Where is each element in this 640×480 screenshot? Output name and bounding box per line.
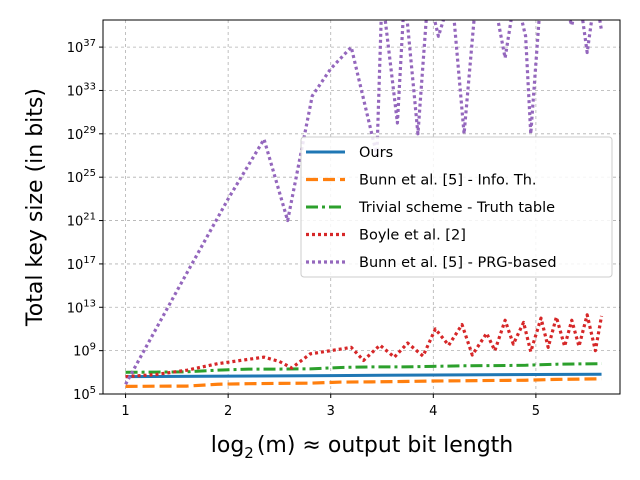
legend-box [300, 136, 613, 278]
x-tick-label: 1 [121, 404, 129, 419]
series-line-boyle-et-al-2 [125, 313, 604, 379]
legend-label: Bunn et al. [5] - Info. Th. [359, 173, 537, 189]
legend-label: Trivial scheme - Truth table [358, 200, 555, 216]
x-tick-label: 2 [224, 404, 232, 419]
x-tick-label: 5 [532, 404, 540, 419]
x-tick-label: 4 [429, 404, 437, 419]
y-tick-label: 1021 [67, 212, 96, 230]
series-line-trivial-scheme-truth-table [125, 362, 602, 374]
series-lines [124, 20, 604, 389]
x-tick-label: 3 [327, 404, 335, 419]
y-tick-label: 1037 [67, 38, 96, 56]
y-tick-label: 109 [73, 342, 96, 360]
series-line-ours [125, 372, 602, 379]
y-tick-label: 105 [73, 385, 96, 403]
x-axis-label: log2 (m) ≈ output bit length [211, 433, 514, 462]
y-tick-label: 1013 [67, 298, 96, 316]
y-tick-label: 1025 [67, 168, 96, 186]
y-tick-label: 1033 [67, 81, 96, 99]
y-tick-label: 1017 [67, 255, 96, 273]
plot-area-frame [102, 19, 621, 395]
series-line-bunn-et-al-5-info-th [125, 377, 602, 389]
y-tick-label: 1029 [67, 125, 96, 143]
series-line-bunn-et-al-5-prg-based [124, 20, 604, 386]
legend-label: Bunn et al. [5] - PRG-based [359, 255, 557, 271]
legend: Ours Bunn et al. [5] - Info. Th. Trivial s… [300, 136, 613, 278]
y-axis-label: Total key size (in bits) [23, 88, 48, 327]
legend-label: Boyle et al. [2] [359, 228, 466, 244]
legend-label: Ours [359, 145, 393, 161]
axis-ticks: 1 2 3 4 5 105 109 1013 1017 1021 1025 1029 1033 1037 [67, 38, 540, 419]
